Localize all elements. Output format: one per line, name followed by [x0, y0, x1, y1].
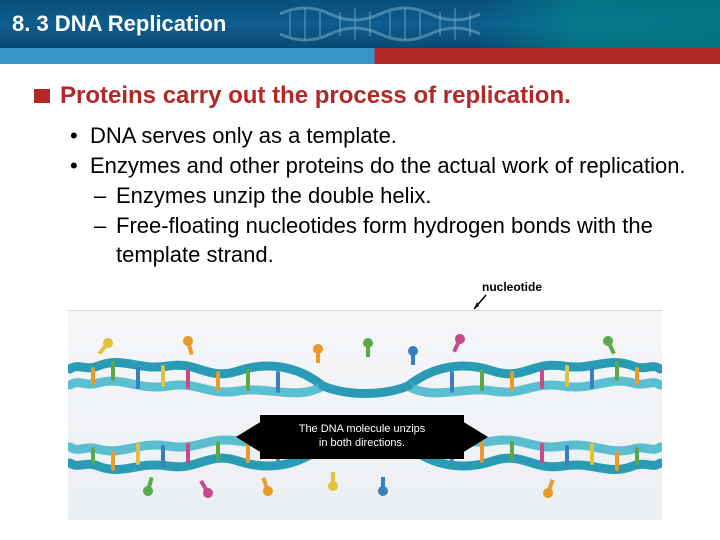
content-area: Proteins carry out the process of replic…: [0, 64, 720, 269]
nucleotide-label: nucleotide: [482, 280, 542, 294]
section-title: Proteins carry out the process of replic…: [60, 82, 571, 110]
list-item: DNA serves only as a template.: [70, 122, 686, 150]
header-bg-texture: [480, 0, 720, 48]
arrow-left-icon: [236, 421, 262, 453]
header-dna-graphic: [280, 0, 480, 48]
list-item: Free-floating nucleotides form hydrogen …: [70, 212, 686, 268]
section-bullet-icon: [34, 89, 50, 103]
body-list: DNA serves only as a template. Enzymes a…: [34, 122, 686, 269]
list-item: Enzymes and other proteins do the actual…: [70, 152, 686, 180]
slide-header: 8. 3 DNA Replication: [0, 0, 720, 48]
subheader-bar: [0, 48, 720, 64]
arrow-right-icon: [462, 421, 488, 453]
dna-diagram-panel: The DNA molecule unzips in both directio…: [68, 310, 662, 520]
section-heading-row: Proteins carry out the process of replic…: [34, 82, 686, 110]
diagram-caption: The DNA molecule unzips in both directio…: [260, 415, 464, 459]
caption-line: The DNA molecule unzips: [260, 423, 464, 437]
caption-line: in both directions.: [260, 437, 464, 451]
header-title: 8. 3 DNA Replication: [12, 11, 226, 37]
list-item: Enzymes unzip the double helix.: [70, 182, 686, 210]
